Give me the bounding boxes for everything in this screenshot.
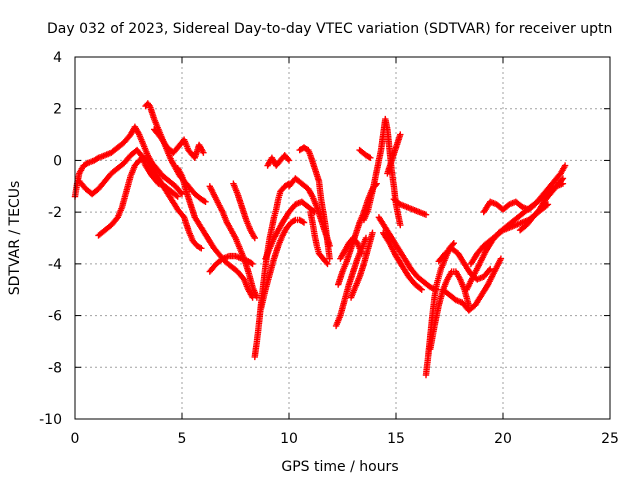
x-tick-label: 0 (71, 431, 80, 447)
data-points (360, 115, 404, 229)
data-points (435, 245, 494, 283)
data-points (206, 252, 256, 275)
data-points (262, 198, 318, 262)
series-arc34 (516, 175, 567, 234)
data-points (95, 154, 205, 252)
series-arc26 (380, 229, 425, 293)
data-points (390, 196, 430, 218)
data-points (307, 208, 331, 268)
series-arc33 (480, 162, 569, 216)
data-points (384, 131, 404, 177)
series-arc16 (307, 208, 331, 268)
x-tick-label: 25 (601, 431, 619, 447)
data-points (230, 180, 258, 242)
data-marks (71, 100, 569, 379)
data-points (439, 255, 505, 314)
data-points (347, 229, 376, 301)
x-tick-label: 15 (387, 431, 405, 447)
plot-frame (74, 56, 611, 420)
series-arc21 (360, 115, 404, 229)
y-tick-label: -4 (48, 257, 62, 273)
x-tick-label: 20 (494, 431, 512, 447)
data-points (375, 214, 440, 293)
series-arc28 (427, 268, 472, 353)
data-points (337, 234, 365, 262)
series-arc5 (151, 126, 207, 161)
data-points (480, 162, 569, 216)
data-points (427, 268, 472, 353)
series-arc24 (390, 196, 430, 218)
y-tick-label: -6 (48, 309, 62, 325)
series-arc30 (439, 255, 505, 314)
axis-ticks (74, 56, 611, 420)
data-points (258, 216, 308, 311)
series-arc20 (347, 229, 376, 301)
x-tick-label: 10 (280, 431, 298, 447)
y-tick-label: 4 (53, 50, 62, 66)
data-points (380, 229, 425, 293)
y-tick-label: 2 (53, 102, 62, 118)
y-tick-label: -8 (48, 360, 62, 376)
y-axis-label: SDTVAR / TECUs (7, 181, 23, 296)
data-points (206, 183, 261, 301)
series-arc8 (230, 180, 258, 242)
data-points (296, 144, 333, 262)
series-arc11 (258, 216, 308, 311)
series-arc17 (332, 234, 370, 330)
series-arc13 (264, 152, 293, 169)
x-axis-label: GPS time / hours (281, 459, 398, 475)
chart-title: Day 032 of 2023, Sidereal Day-to-day VTE… (47, 21, 612, 37)
series-arc22 (356, 146, 374, 161)
data-points (264, 152, 293, 169)
grid (75, 57, 610, 419)
series-arc19 (337, 234, 365, 262)
series-arc23 (384, 131, 404, 177)
series-arc12 (262, 198, 318, 262)
y-tick-label: -2 (48, 205, 62, 221)
data-points (356, 146, 374, 161)
y-tick-label: 0 (53, 153, 62, 169)
data-points (332, 234, 370, 330)
x-tick-label: 5 (178, 431, 187, 447)
y-tick-label: -10 (39, 412, 62, 428)
series-arc15 (296, 144, 333, 262)
series-arc9 (206, 252, 256, 275)
series-arc29 (435, 245, 494, 283)
data-points (516, 175, 567, 234)
series-arc7 (206, 183, 261, 301)
data-points (151, 126, 207, 161)
tick-labels: 0 5 10 15 20 25 -10 -8 -6 -4 -2 0 2 4 (39, 50, 619, 447)
series-arc25 (375, 214, 440, 293)
series-arc3 (95, 154, 205, 252)
